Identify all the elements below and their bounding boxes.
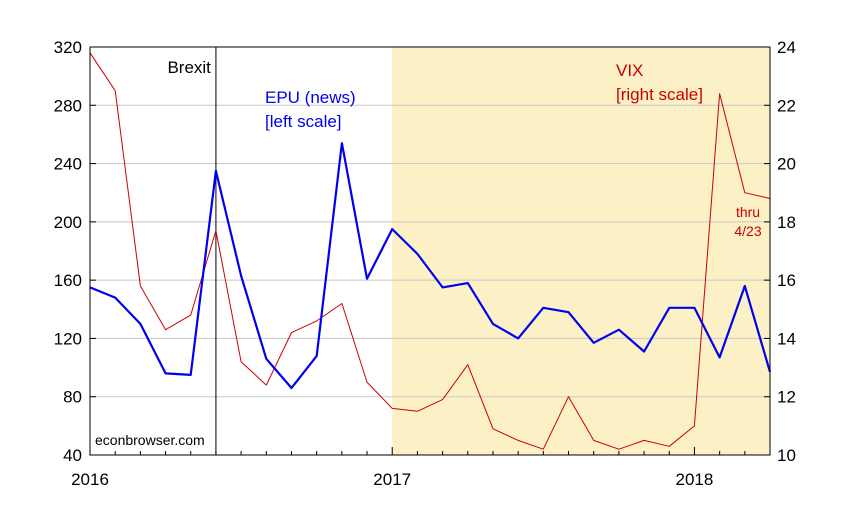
thru-date-annotation: 4/23 — [734, 223, 761, 239]
left-tick-label: 320 — [54, 38, 82, 57]
right-tick-label: 10 — [777, 446, 796, 465]
thru-annotation: thru — [736, 204, 760, 220]
right-tick-label: 18 — [777, 213, 796, 232]
vix-scale-label: [right scale] — [616, 85, 703, 104]
x-tick-label: 2018 — [676, 470, 714, 489]
series-layer — [89, 52, 772, 450]
source-label: econbrowser.com — [95, 432, 205, 448]
right-tick-label: 22 — [777, 96, 796, 115]
shaded-region-layer — [392, 47, 770, 455]
right-tick-label: 16 — [777, 271, 796, 290]
right-tick-label: 20 — [777, 155, 796, 174]
brexit-label: Brexit — [167, 58, 211, 77]
plot-frame — [89, 46, 771, 456]
epu-series-label: EPU (news) — [265, 88, 356, 107]
shaded-region — [392, 47, 770, 455]
epu-scale-label: [left scale] — [265, 112, 342, 131]
left-tick-label: 80 — [63, 388, 82, 407]
plot-border — [89, 46, 771, 456]
tick-labels: 40 80 120 160 200 240 280 320 10 12 14 16 18 20 22 24 20… — [54, 38, 796, 489]
epu-line — [89, 142, 772, 390]
left-tick-label: 240 — [54, 155, 82, 174]
right-tick-label: 24 — [777, 38, 796, 57]
left-tick-label: 160 — [54, 271, 82, 290]
left-tick-label: 280 — [54, 96, 82, 115]
left-tick-label: 40 — [63, 446, 82, 465]
left-tick-label: 120 — [54, 329, 82, 348]
x-tick-label: 2016 — [71, 470, 109, 489]
right-tick-label: 14 — [777, 329, 796, 348]
x-tick-label: 2017 — [373, 470, 411, 489]
vix-series-label: VIX — [616, 61, 643, 80]
left-tick-label: 200 — [54, 213, 82, 232]
right-tick-label: 12 — [777, 388, 796, 407]
